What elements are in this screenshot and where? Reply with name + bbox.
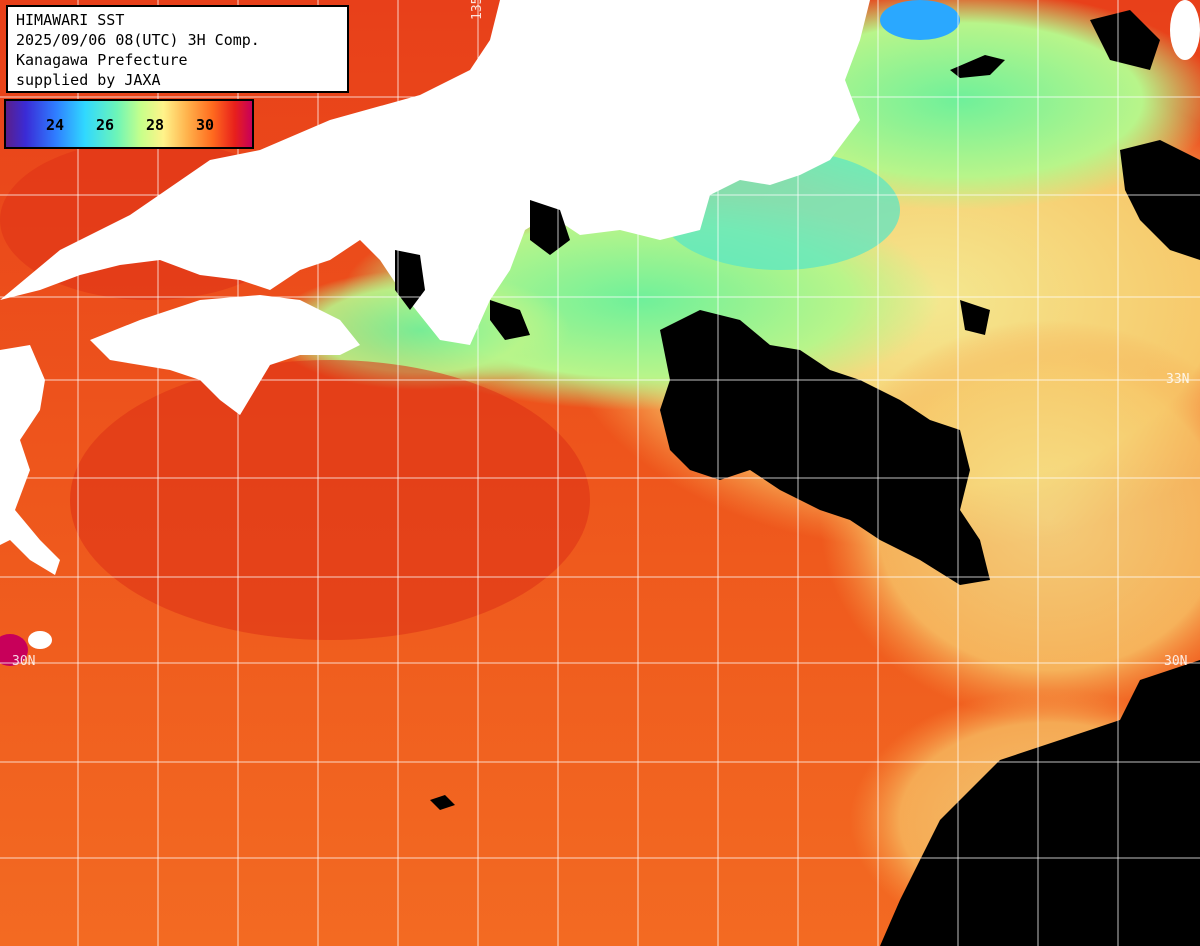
cloud-patch-east <box>960 300 990 335</box>
cloud-kii-channel <box>395 250 425 310</box>
lat-label-33-right: 33N <box>1166 372 1190 387</box>
cloud-sagami <box>950 55 1005 78</box>
lon-label-top: 135E <box>470 0 485 20</box>
very-hot-spot <box>0 634 28 666</box>
cold-spot <box>880 0 960 40</box>
lat-label-30-right: 30N <box>1164 654 1188 669</box>
title-line-1: HIMAWARI SST <box>16 11 125 29</box>
kyushu <box>0 345 60 575</box>
tanegashima <box>28 631 52 649</box>
title-line-4: supplied by JAXA <box>16 71 161 89</box>
boso-land <box>1170 0 1200 60</box>
legend-tick-28: 28 <box>146 116 165 134</box>
cloud-mask <box>395 10 1200 946</box>
cloud-northeast-2 <box>1090 10 1160 70</box>
legend-tick-30: 30 <box>196 116 215 134</box>
title-box: HIMAWARI SST 2025/09/06 08(UTC) 3H Comp.… <box>6 5 349 93</box>
title-line-2: 2025/09/06 08(UTC) 3H Comp. <box>16 31 260 49</box>
cloud-southeast <box>880 660 1200 946</box>
title-line-3: Kanagawa Prefecture <box>16 51 188 69</box>
lat-label-30-left: 30N <box>12 654 36 669</box>
lat-label-33-left: 33 <box>12 374 28 389</box>
cool-sea-kii <box>270 270 570 390</box>
honshu <box>0 0 870 345</box>
izu-peninsula <box>778 135 802 175</box>
small-island <box>478 135 502 185</box>
legend-tick-26: 26 <box>96 116 115 134</box>
cloud-kii-coast <box>490 300 530 340</box>
cloud-ise <box>530 200 570 255</box>
cloud-northeast <box>1120 140 1200 260</box>
color-scale-legend: 24 26 28 30 <box>4 99 254 149</box>
cloud-speck <box>430 795 455 810</box>
cloud-central <box>660 310 990 585</box>
legend-tick-24: 24 <box>46 116 65 134</box>
hot-sea-core <box>70 360 590 640</box>
small-island-north <box>560 0 600 20</box>
